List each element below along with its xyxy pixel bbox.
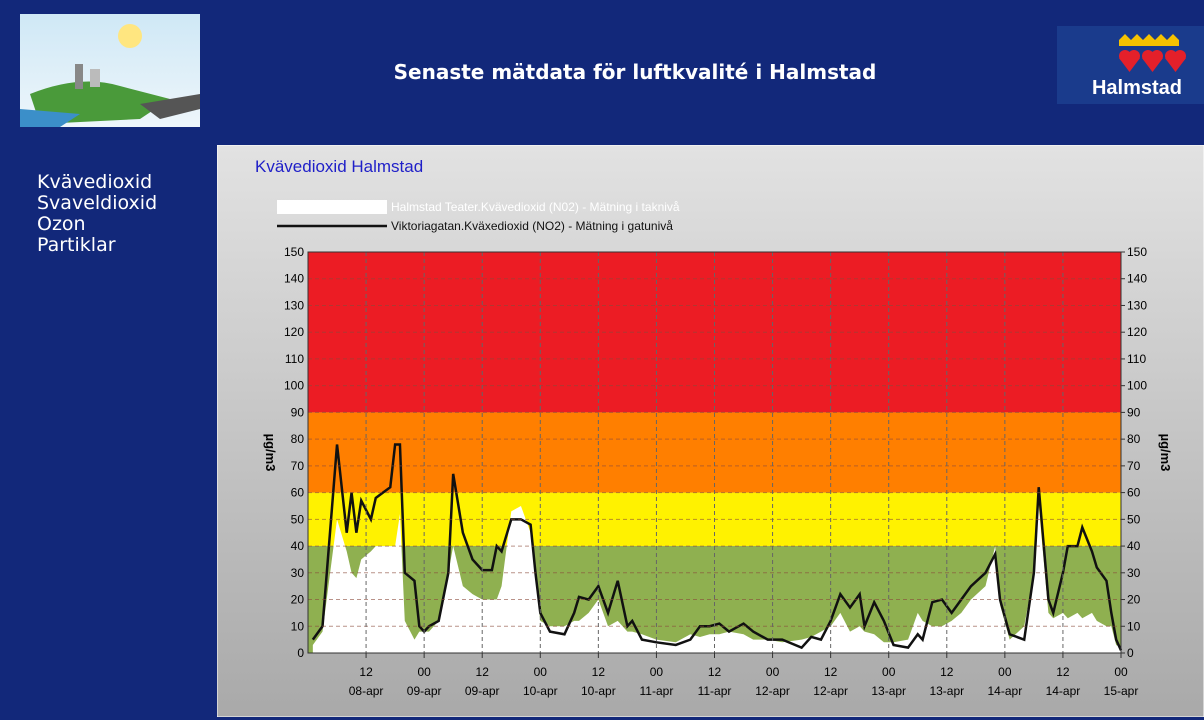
x-tick-label: 00 (882, 665, 896, 679)
y2-tick-label: 100 (1127, 379, 1147, 393)
header-image (20, 14, 200, 127)
x-tick-date: 15-apr (1104, 684, 1139, 698)
y2-tick-label: 10 (1127, 619, 1141, 633)
y2-tick-label: 130 (1127, 298, 1147, 312)
x-tick-label: 00 (766, 665, 780, 679)
x-tick-date: 09-apr (407, 684, 442, 698)
x-tick-date: 12-apr (755, 684, 790, 698)
x-tick-label: 00 (417, 665, 431, 679)
chart: Kvävedioxid Halmstad 0 10 20 30 40 50 60 70 80 90… (217, 145, 1204, 717)
nav-item[interactable]: Kvävedioxid (37, 172, 157, 193)
y-tick-label: 110 (285, 352, 304, 366)
x-tick-label: 00 (534, 665, 548, 679)
y-tick-label: 140 (284, 272, 304, 286)
y2-tick-label: 110 (1127, 352, 1146, 366)
x-tick-date: 12-apr (813, 684, 848, 698)
x-tick-label: 00 (1114, 665, 1128, 679)
y-tick-label: 50 (291, 512, 305, 526)
y-tick-label: 70 (291, 459, 305, 473)
y2-tick-label: 60 (1127, 486, 1141, 500)
x-tick-date: 10-apr (581, 684, 616, 698)
y2-tick-label: 120 (1127, 325, 1147, 339)
x-tick-date: 11-apr (698, 684, 732, 698)
y-tick-label: 120 (284, 325, 304, 339)
y-tick-label: 130 (284, 298, 304, 312)
x-tick-date: 14-apr (1046, 684, 1081, 698)
x-tick-date: 09-apr (465, 684, 500, 698)
nav-item[interactable]: Ozon (37, 214, 157, 235)
y2-tick-label: 90 (1127, 405, 1141, 419)
x-tick-label: 12 (940, 665, 954, 679)
x-tick-label: 12 (708, 665, 722, 679)
y2-tick-label: 140 (1127, 272, 1147, 286)
y-tick-label: 90 (291, 405, 305, 419)
x-tick-label: 12 (359, 665, 373, 679)
x-tick-date: 13-apr (871, 684, 906, 698)
y-tick-label: 80 (291, 432, 305, 446)
legend-swatch (277, 200, 387, 214)
y2-tick-label: 40 (1127, 539, 1141, 553)
page-title: Senaste mätdata för luftkvalité i Halmst… (220, 60, 1050, 84)
nav-item[interactable]: Svaveldioxid (37, 193, 157, 214)
threshold-band (308, 412, 1121, 492)
x-tick-date: 10-apr (523, 684, 558, 698)
y2-tick-label: 20 (1127, 593, 1141, 607)
y2-tick-label: 80 (1127, 432, 1141, 446)
y2-tick-label: 50 (1127, 512, 1141, 526)
y-tick-label: 40 (291, 539, 305, 553)
page: Senaste mätdata för luftkvalité i Halmst… (0, 0, 1204, 720)
y-tick-label: 0 (297, 646, 304, 660)
y2-axis-label: µg/m3 (1158, 434, 1173, 472)
y2-tick-label: 150 (1127, 245, 1147, 259)
y-tick-label: 60 (291, 486, 305, 500)
y-tick-label: 10 (291, 619, 305, 633)
y-tick-label: 150 (284, 245, 304, 259)
y2-tick-label: 30 (1127, 566, 1141, 580)
x-tick-label: 12 (476, 665, 490, 679)
y-tick-label: 20 (291, 593, 305, 607)
x-tick-label: 00 (650, 665, 664, 679)
legend-label: Halmstad Teater.Kvävedioxid (N02) - Mätn… (391, 200, 680, 214)
y2-tick-label: 70 (1127, 459, 1141, 473)
y-tick-label: 30 (291, 566, 305, 580)
x-tick-date: 11-apr (640, 684, 674, 698)
x-tick-label: 12 (592, 665, 606, 679)
x-tick-date: 14-apr (988, 684, 1023, 698)
x-tick-date: 13-apr (929, 684, 964, 698)
legend-label: Viktoriagatan.Kväxedioxid (NO2) - Mätnin… (391, 219, 673, 233)
logo-text: Halmstad (1092, 77, 1182, 99)
x-tick-label: 12 (824, 665, 838, 679)
nav-item[interactable]: Partiklar (37, 235, 157, 256)
logo: Halmstad (1057, 26, 1204, 104)
x-tick-label: 00 (998, 665, 1012, 679)
chart-title: Kvävedioxid Halmstad (255, 157, 423, 176)
y-tick-label: 100 (284, 379, 304, 393)
x-tick-date: 08-apr (349, 684, 384, 698)
x-tick-label: 12 (1056, 665, 1070, 679)
y-axis-label: µg/m3 (263, 434, 278, 472)
y2-tick-label: 0 (1127, 646, 1134, 660)
